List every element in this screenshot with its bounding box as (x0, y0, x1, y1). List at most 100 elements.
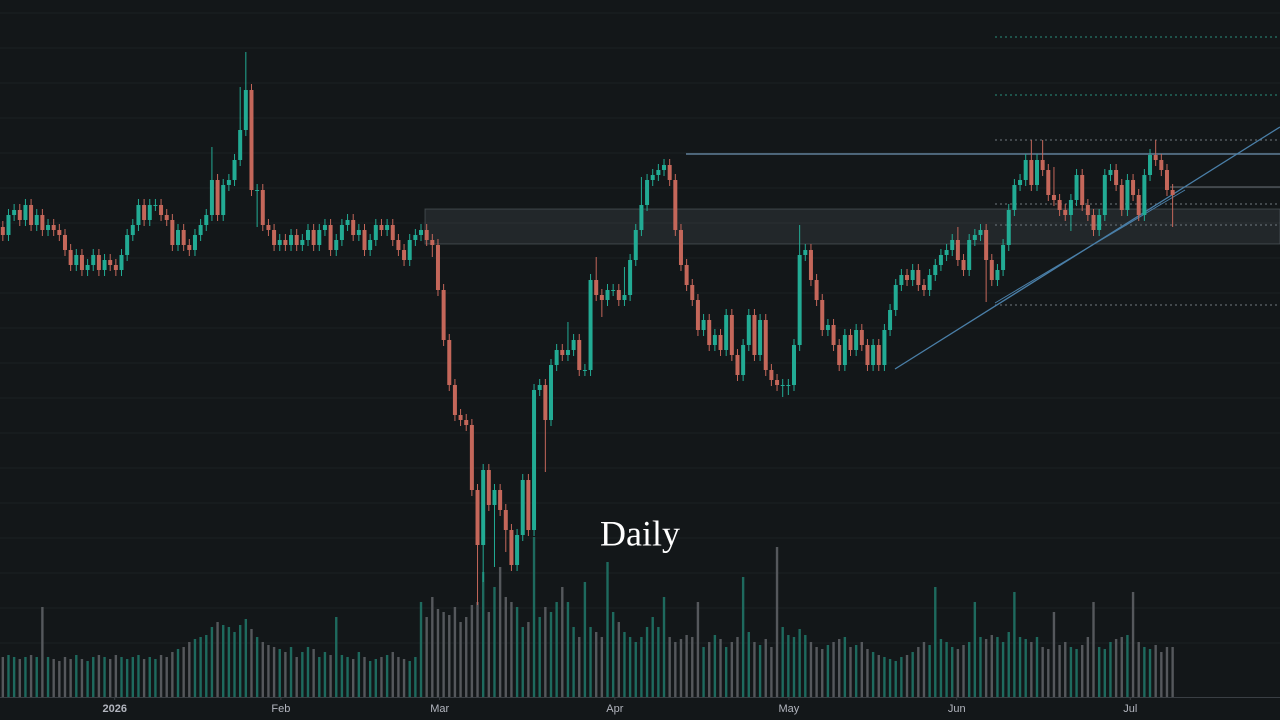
candle-body (46, 225, 51, 230)
volume-bar (628, 637, 632, 697)
volume-bar (532, 537, 536, 697)
candle-body (108, 260, 113, 265)
candle-body (142, 205, 147, 220)
candle-body (1068, 200, 1073, 215)
volume-bar (741, 577, 745, 697)
candle-body (170, 220, 175, 245)
candle-body (17, 210, 22, 220)
candle-body (1029, 160, 1034, 185)
candle-body (1119, 185, 1124, 210)
candle-body (650, 175, 655, 180)
volume-bar (798, 629, 801, 697)
volume-bar (1086, 637, 1090, 697)
volume-bar (674, 642, 677, 697)
candle-body (221, 185, 226, 215)
candle-body (594, 280, 599, 295)
volume-bar (295, 657, 298, 697)
volume-bar (108, 659, 112, 697)
candle-body (441, 290, 446, 340)
candle-body (537, 385, 542, 390)
candle-body (362, 230, 367, 250)
candle-body (187, 245, 192, 250)
candle-body (611, 290, 616, 291)
candle-body (277, 240, 282, 245)
volume-bar (696, 602, 700, 697)
volume-bar (352, 659, 355, 697)
candle-body (1006, 210, 1011, 245)
volume-bar (544, 607, 547, 697)
volume-bar (1131, 592, 1135, 697)
candle-body (712, 335, 717, 345)
volume-bar (493, 587, 496, 697)
candles (0, 52, 1175, 605)
volume-bar (1013, 592, 1016, 697)
candle-body (1034, 160, 1039, 185)
volume-bar (1160, 652, 1163, 697)
volume-bar (939, 639, 943, 697)
candle-body (684, 265, 689, 285)
volume-bar (1126, 635, 1129, 697)
candle-body (944, 250, 949, 255)
volume-bar (679, 639, 683, 697)
trend-line (994, 189, 1186, 304)
volume-bar (787, 635, 790, 697)
candle-body (882, 330, 887, 365)
volume-bar (566, 602, 570, 697)
candle-body (469, 425, 474, 490)
volume-bar (278, 649, 281, 697)
volume-bar (1165, 647, 1169, 697)
x-tick-label: Mar (430, 703, 449, 715)
volume-bar (611, 612, 615, 697)
candle-body (848, 335, 853, 350)
volume-bar (1114, 639, 1118, 697)
volume-bar (1143, 647, 1146, 697)
volume-bar (1041, 647, 1044, 697)
candle-body (266, 225, 271, 230)
candle-body (1164, 170, 1169, 190)
candle-body (803, 250, 808, 255)
volume-bar (165, 657, 168, 697)
volume-bar (1171, 647, 1174, 697)
candle-body (1125, 180, 1130, 210)
volume-bar (843, 637, 847, 697)
candle-body (752, 315, 757, 355)
candle-body (515, 535, 520, 565)
candle-body (961, 260, 966, 270)
candle-body (842, 335, 847, 365)
volume-bar (323, 652, 327, 697)
volume-bar (951, 647, 954, 697)
volume-bar (1120, 637, 1123, 697)
volume-bar (414, 657, 417, 697)
volume-bar (210, 627, 214, 697)
volume-bar (205, 635, 208, 697)
volume-bar (114, 655, 118, 697)
candle-body (888, 310, 893, 330)
volume-bar (1035, 637, 1039, 697)
volume-bar (103, 657, 106, 697)
candle-body (29, 205, 34, 225)
volume-bar (148, 657, 151, 697)
volume-bar (838, 639, 841, 697)
volume-bar (804, 635, 807, 697)
candle-body (113, 265, 118, 270)
volume-bar (498, 567, 502, 697)
candle-body (797, 255, 802, 345)
volume-bar (917, 647, 920, 697)
candle-body (814, 280, 819, 300)
volume-bar (368, 661, 372, 697)
candle-body (23, 205, 28, 220)
volume-bar (35, 657, 38, 697)
candle-body (950, 240, 955, 250)
volume-bar (510, 602, 513, 697)
volume-bar (979, 637, 982, 697)
volume-bar (227, 627, 231, 697)
candle-body (622, 295, 627, 300)
volume-bar (651, 617, 654, 697)
candle-body (57, 230, 62, 235)
candle-body (989, 260, 994, 280)
volume-bar (600, 637, 604, 697)
volume-bar (41, 607, 44, 697)
candle-body (859, 330, 864, 345)
candle-body (786, 385, 791, 386)
